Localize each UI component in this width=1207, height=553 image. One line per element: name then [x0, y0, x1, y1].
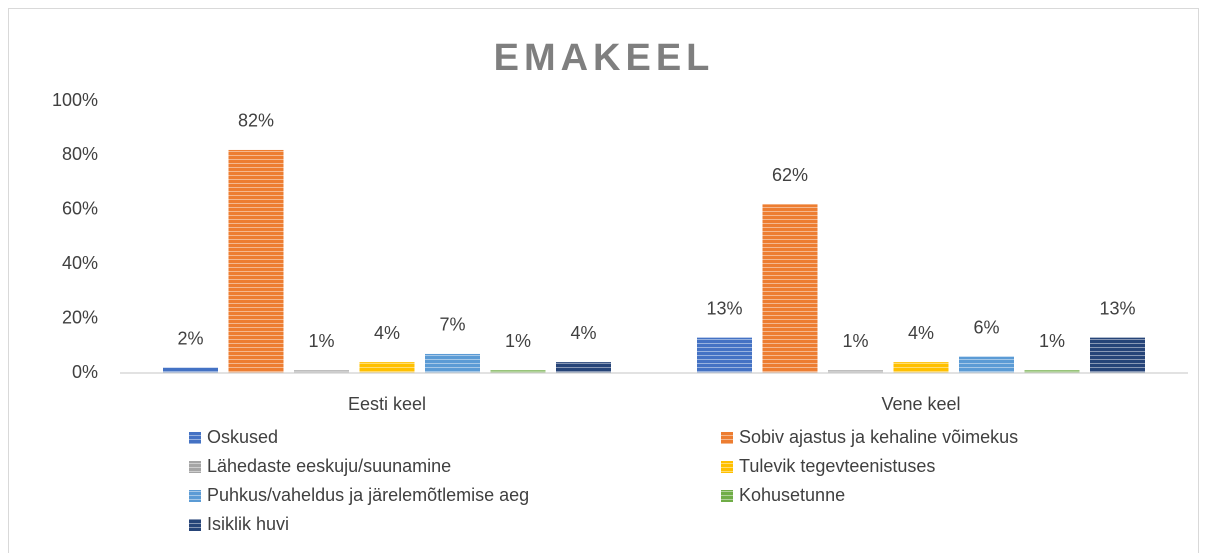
bar	[893, 362, 949, 373]
data-label: 1%	[1039, 331, 1065, 351]
bar	[556, 362, 611, 373]
bar	[294, 370, 349, 373]
bar	[425, 353, 480, 373]
legend-label: Oskused	[207, 427, 278, 447]
data-label: 1%	[308, 331, 334, 351]
y-tick-label: 0%	[72, 362, 98, 382]
legend-label: Puhkus/vaheldus ja järelemõtlemise aeg	[207, 485, 529, 505]
bar	[1024, 370, 1080, 373]
legend-label: Lähedaste eeskuju/suunamine	[207, 456, 451, 476]
y-tick-label: 100%	[52, 90, 98, 110]
data-label: 4%	[908, 323, 934, 343]
legend-label: Kohusetunne	[739, 485, 845, 505]
y-tick-label: 20%	[62, 307, 98, 327]
chart-title: EMAKEEL	[494, 37, 715, 79]
legend-label: Isiklik huvi	[207, 514, 289, 534]
bar	[359, 362, 415, 373]
data-label: 2%	[177, 328, 203, 348]
legend-label: Sobiv ajastus ja kehaline võimekus	[739, 427, 1018, 447]
legend-label: Tulevik tegevteenistuses	[739, 456, 935, 476]
x-tick-label: Vene keel	[881, 394, 960, 414]
data-label: 7%	[439, 315, 465, 335]
bar	[959, 356, 1014, 373]
legend-swatch	[721, 461, 733, 473]
data-label: 13%	[706, 298, 742, 318]
data-label: 82%	[238, 111, 274, 131]
y-tick-label: 60%	[62, 199, 98, 219]
data-label: 4%	[374, 323, 400, 343]
bar	[828, 370, 883, 373]
bar	[163, 367, 218, 373]
bar	[228, 149, 284, 373]
chart-border	[8, 8, 1199, 553]
bar	[490, 370, 546, 373]
bar	[1090, 337, 1145, 373]
legend-swatch	[721, 432, 733, 444]
y-tick-label: 80%	[62, 144, 98, 164]
legend-swatch	[189, 519, 201, 531]
data-label: 1%	[505, 331, 531, 351]
legend-swatch	[189, 490, 201, 502]
legend-swatch	[189, 461, 201, 473]
bar	[697, 337, 752, 373]
legend-swatch	[721, 490, 733, 502]
data-label: 62%	[772, 165, 808, 185]
x-tick-label: Eesti keel	[348, 394, 426, 414]
data-label: 13%	[1099, 298, 1135, 318]
data-label: 6%	[973, 317, 999, 337]
y-tick-label: 40%	[62, 253, 98, 273]
data-label: 4%	[570, 323, 596, 343]
bar	[762, 204, 818, 373]
legend-swatch	[189, 432, 201, 444]
data-label: 1%	[842, 331, 868, 351]
